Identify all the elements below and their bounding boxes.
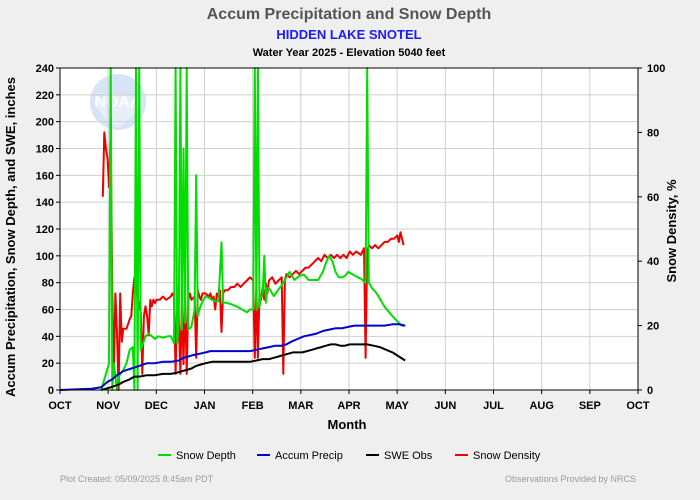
legend: Snow Depth Accum Precip SWE Obs Snow Densit… — [158, 450, 541, 462]
chart-title: Accum Precipitation and Snow Depth — [207, 6, 491, 23]
chart-subtitle-2: Water Year 2025 - Elevation 5040 feet — [253, 47, 446, 59]
legend-label-snow-density: Snow Density — [473, 450, 541, 462]
grid — [60, 68, 638, 390]
series-line-swe-obs — [100, 343, 406, 391]
noaa-logo: NOAA — [90, 74, 146, 130]
legend-label-accum-precip: Accum Precip — [275, 450, 343, 462]
y-axis-label: Accum Precipitation, Snow Depth, and SWE… — [3, 77, 18, 397]
y2-tick-label: 100 — [647, 63, 665, 75]
x-tick-label: SEP — [579, 400, 601, 412]
y2-axis-label: Snow Density, % — [664, 179, 679, 282]
left-axis: 0 20 40 60 80 100 120 140 160 180 200 220 240 — [36, 63, 60, 397]
x-axis: OCT NOV DEC JAN FEB MAR APR MAY JUN JUL AUG SEP OCT — [48, 390, 650, 412]
x-axis-label: Month — [328, 417, 367, 432]
x-tick-label: MAR — [288, 400, 313, 412]
y-tick-label: 180 — [36, 144, 54, 156]
y-tick-label: 20 — [42, 358, 54, 370]
footer-plot-created: Plot Created: 05/09/2025 8:45am PDT — [60, 474, 214, 484]
x-tick-label: AUG — [529, 400, 553, 412]
y-tick-label: 220 — [36, 90, 54, 102]
x-tick-label: JAN — [193, 400, 215, 412]
legend-label-snow-depth: Snow Depth — [176, 450, 236, 462]
x-tick-label: NOV — [96, 400, 121, 412]
y2-tick-label: 40 — [647, 256, 659, 268]
x-tick-label: OCT — [48, 400, 72, 412]
y-tick-label: 140 — [36, 197, 54, 209]
x-tick-label: JUN — [434, 400, 456, 412]
x-tick-label: APR — [337, 400, 360, 412]
y-tick-label: 100 — [36, 251, 54, 263]
x-tick-label: FEB — [242, 400, 264, 412]
footer-observations: Observations Provided by NRCS — [505, 474, 636, 484]
y-tick-label: 0 — [48, 385, 54, 397]
noaa-logo-text: NOAA — [94, 94, 142, 111]
y2-tick-label: 60 — [647, 192, 659, 204]
chart-subtitle: HIDDEN LAKE SNOTEL — [276, 27, 421, 42]
y-tick-label: 120 — [36, 224, 54, 236]
y2-tick-label: 80 — [647, 127, 659, 139]
series-line-snow-depth — [100, 67, 406, 391]
legend-label-swe-obs: SWE Obs — [384, 450, 433, 462]
y-tick-label: 60 — [42, 305, 54, 317]
series-layer — [59, 67, 406, 391]
x-tick-label: JUL — [483, 400, 504, 412]
y2-tick-label: 0 — [647, 385, 653, 397]
series-line-accum-precip — [59, 323, 406, 391]
y2-tick-label: 20 — [647, 321, 659, 333]
y-tick-label: 160 — [36, 170, 54, 182]
y-tick-label: 240 — [36, 63, 54, 75]
x-tick-label: MAY — [385, 400, 409, 412]
right-axis: 0 20 40 60 80 100 — [638, 63, 665, 397]
x-tick-label: OCT — [626, 400, 650, 412]
y-tick-label: 200 — [36, 117, 54, 129]
y-tick-label: 40 — [42, 331, 54, 343]
y-tick-label: 80 — [42, 278, 54, 290]
x-tick-label: DEC — [145, 400, 168, 412]
